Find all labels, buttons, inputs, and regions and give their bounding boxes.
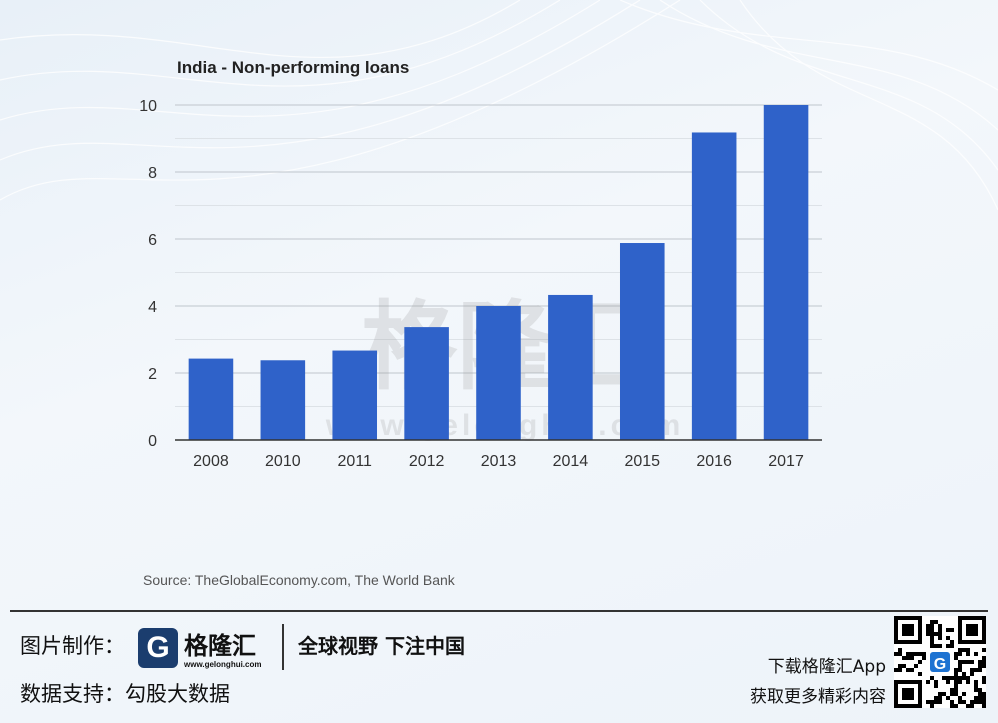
x-tick-label: 2017 (768, 453, 804, 470)
y-tick-label: 8 (148, 165, 157, 182)
bars (188, 105, 809, 440)
x-tick-label: 2010 (265, 453, 301, 470)
x-tick-label: 2014 (553, 453, 589, 470)
x-tick-label: 2016 (696, 453, 732, 470)
vertical-divider (282, 624, 284, 670)
data-support-label: 数据支持：勾股大数据 (20, 682, 230, 706)
credit-label: 图片制作： (20, 634, 125, 658)
bar-2017 (763, 105, 809, 440)
x-tick-label: 2013 (481, 453, 517, 470)
bar-2010 (260, 360, 306, 440)
x-tick-label: 2012 (409, 453, 445, 470)
bar-2015 (619, 243, 665, 440)
logo-mark-icon: G (138, 628, 178, 668)
y-tick-labels: 0 2 4 6 8 10 (139, 98, 157, 450)
app-promo-line1: 下载格隆汇App (767, 657, 886, 677)
bar-2011 (332, 350, 378, 440)
x-tick-labels: 2008 2010 2011 2012 2013 2014 2015 2016 2017 (193, 453, 804, 470)
y-tick-label: 6 (148, 232, 157, 249)
gelonghui-logo: G 格隆汇 www.gelonghui.com (138, 626, 268, 676)
footer-divider-line (10, 610, 988, 612)
bar-2013 (476, 306, 521, 440)
qr-code-icon: G (894, 616, 986, 708)
svg-text:G: G (934, 656, 946, 673)
y-tick-label: 2 (148, 366, 157, 383)
chart-title: India - Non-performing loans (177, 58, 409, 77)
y-tick-label: 4 (148, 299, 157, 316)
slogan: 全球视野 下注中国 (298, 634, 465, 658)
x-tick-label: 2015 (624, 453, 660, 470)
bar-2014 (548, 294, 593, 440)
bar-2012 (404, 327, 449, 440)
x-tick-label: 2008 (193, 453, 229, 470)
logo-url: www.gelonghui.com (184, 660, 262, 669)
y-tick-label: 10 (139, 98, 157, 115)
logo-text: 格隆汇 (184, 632, 256, 660)
bar-2016 (691, 132, 737, 440)
x-tick-label: 2011 (338, 453, 373, 470)
footer: 图片制作： G 格隆汇 www.gelonghui.com 全球视野 下注中国 … (0, 610, 998, 723)
bar-2008 (188, 358, 234, 440)
source-note: Source: TheGlobalEconomy.com, The World … (143, 572, 456, 588)
bar-chart: India - Non-performing loans 格隆汇 www.gel… (139, 58, 822, 588)
y-tick-label: 0 (148, 433, 157, 450)
app-promo-line2: 获取更多精彩内容 (750, 687, 886, 707)
